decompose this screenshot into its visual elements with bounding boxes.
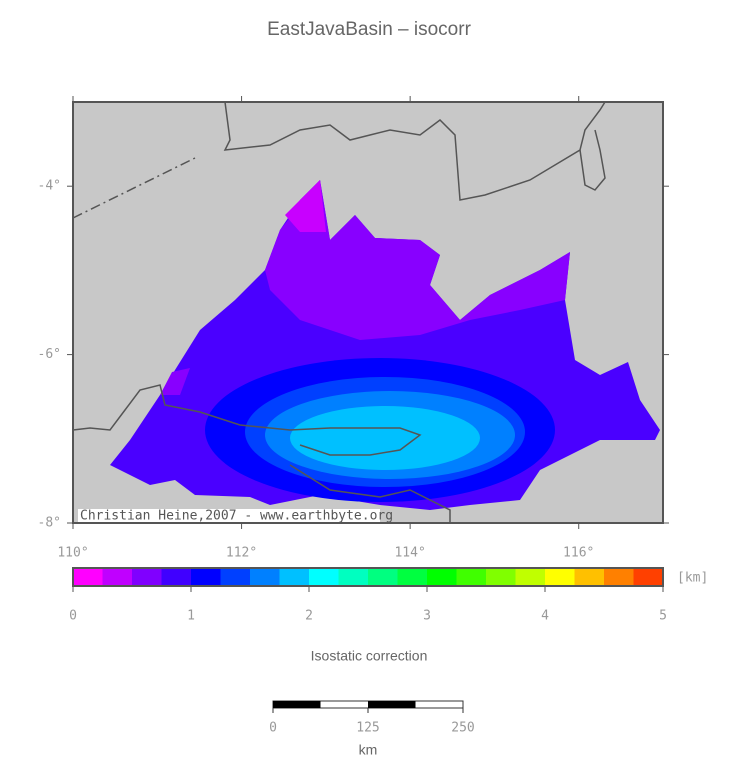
colorbar-tick-label: 4 [541,609,549,624]
y-tick-label: -8° [38,516,61,531]
colorbar-segment [633,568,664,586]
colorbar-segment [397,568,428,586]
colorbar-segment [456,568,487,586]
x-tick-label: 116° [563,546,594,561]
colorbar-tick-label: 5 [659,609,667,624]
scalebar-tick-label: 0 [269,721,277,736]
scalebar-unit: km [359,742,378,758]
colorbar-segment [132,568,162,586]
colorbar-segment [309,568,339,586]
colorbar-segment [73,568,103,586]
colorbar-label: Isostatic correction [311,648,428,664]
colorbar-tick-label: 0 [69,609,77,624]
field-top [285,180,326,232]
colorbar-segment [515,568,546,586]
scalebar [272,700,464,709]
colorbar-segment [486,568,516,586]
y-tick-label: -6° [38,347,61,362]
x-tick-label: 110° [57,546,88,561]
colorbar-segment [368,568,398,586]
x-tick-label: 114° [394,546,425,561]
colorbar-tick-label: 3 [423,609,431,624]
colorbar-segment [250,568,280,586]
colorbar-segment [545,568,575,586]
colorbar: 0 1 2 3 4 5 [69,567,667,624]
colorbar-segment [427,568,457,586]
colorbar-frame [72,567,664,587]
colorbar-segment [220,568,251,586]
map-frame [72,101,664,524]
credit-box [78,509,380,522]
scalebar-tick-label: 250 [451,721,474,736]
credit: Christian Heine,2007 - www.earthbyte.org [80,509,393,524]
colorbar-segment [279,568,310,586]
title: EastJavaBasin – isocorr [267,19,471,40]
colorbar-segment [102,568,133,586]
colorbar-segment [604,568,634,586]
colorbar-segment [574,568,605,586]
scalebar-tick-label: 125 [356,721,379,736]
field-left [160,368,190,395]
field-ring [290,406,480,470]
colorbar-tick-label: 1 [187,609,195,624]
colorbar-tick-label: 2 [305,609,313,624]
colorbar-segment [161,568,192,586]
coastlines [72,101,606,523]
y-tick-label: -4° [38,179,61,194]
colorbar-segment [191,568,221,586]
x-tick-label: 112° [226,546,257,561]
scalebar-segment [368,701,416,708]
map-area: Christian Heine,2007 - www.earthbyte.org [72,101,664,524]
scalebar-segment [273,701,321,708]
field-upper [265,180,570,340]
colorbar-unit: [km] [677,571,708,586]
colorbar-segment [338,568,369,586]
